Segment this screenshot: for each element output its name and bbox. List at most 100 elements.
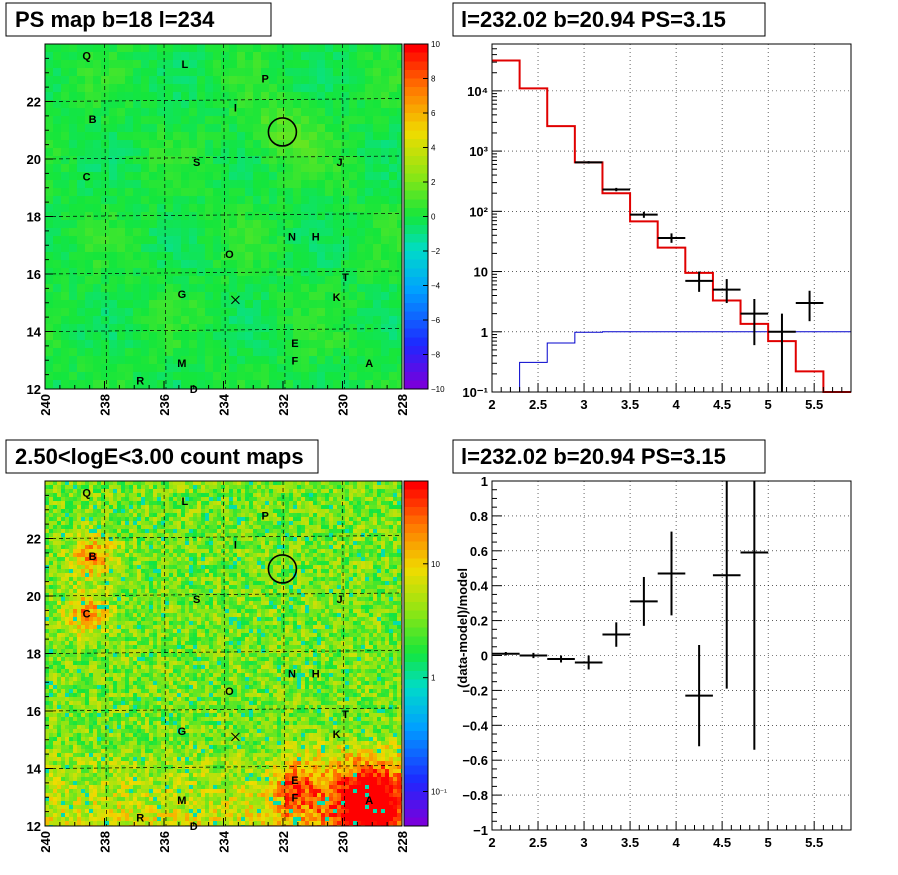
- map-pixel: [77, 529, 81, 533]
- map-pixel: [77, 621, 81, 625]
- map-pixel: [57, 661, 61, 665]
- map-pixel: [105, 485, 109, 489]
- map-pixel: [341, 172, 349, 180]
- map-pixel: [57, 609, 61, 613]
- map-pixel: [113, 605, 117, 609]
- map-pixel: [45, 813, 49, 817]
- map-pixel: [53, 537, 57, 541]
- map-pixel: [57, 681, 61, 685]
- map-pixel: [381, 308, 389, 316]
- map-pixel: [197, 60, 205, 68]
- map-pixel: [117, 629, 121, 633]
- map-pixel: [65, 629, 69, 633]
- map-pixel: [69, 140, 77, 148]
- map-pixel: [117, 108, 125, 116]
- map-pixel: [85, 116, 93, 124]
- map-pixel: [85, 44, 93, 52]
- map-pixel: [285, 300, 293, 308]
- map-pixel: [389, 252, 397, 260]
- map-pixel: [161, 693, 165, 697]
- map-pixel: [85, 497, 89, 501]
- map-pixel: [365, 84, 373, 92]
- map-pixel: [161, 649, 165, 653]
- map-pixel: [205, 52, 213, 60]
- map-pixel: [69, 196, 77, 204]
- map-pixel: [97, 565, 101, 569]
- map-pixel: [113, 761, 117, 765]
- map-pixel: [129, 589, 133, 593]
- map-pixel: [93, 709, 97, 713]
- map-pixel: [141, 681, 145, 685]
- map-pixel: [153, 701, 157, 705]
- map-pixel: [153, 653, 157, 657]
- map-pixel: [125, 260, 133, 268]
- map-pixel: [245, 220, 253, 228]
- map-pixel: [93, 589, 97, 593]
- map-pixel: [73, 549, 77, 553]
- map-pixel: [165, 805, 169, 809]
- map-pixel: [129, 601, 133, 605]
- map-pixel: [69, 525, 73, 529]
- map-pixel: [57, 777, 61, 781]
- map-pixel: [141, 372, 149, 380]
- map-pixel: [81, 485, 85, 489]
- map-pixel: [97, 601, 101, 605]
- map-pixel: [129, 581, 133, 585]
- map-pixel: [153, 597, 157, 601]
- map-pixel: [93, 721, 97, 725]
- map-pixel: [97, 609, 101, 613]
- map-pixel: [69, 116, 77, 124]
- map-pixel: [57, 785, 61, 789]
- map-pixel: [61, 677, 65, 681]
- map-pixel: [89, 653, 93, 657]
- map-pixel: [125, 116, 133, 124]
- map-pixel: [149, 765, 153, 769]
- colorbar-cell: [404, 113, 428, 123]
- map-pixel: [189, 212, 197, 220]
- colorbar-cell: [404, 138, 428, 149]
- map-pixel: [149, 100, 157, 108]
- map-pixel: [105, 577, 109, 581]
- map-pixel: [145, 645, 149, 649]
- map-pixel: [141, 693, 145, 697]
- map-pixel: [57, 557, 61, 561]
- map-pixel: [157, 629, 161, 633]
- map-pixel: [133, 557, 137, 561]
- map-pixel: [85, 148, 93, 156]
- map-pixel: [93, 188, 101, 196]
- map-pixel: [129, 501, 133, 505]
- map-pixel: [309, 156, 317, 164]
- map-pixel: [61, 733, 65, 737]
- map-pixel: [165, 76, 173, 84]
- map-pixel: [97, 593, 101, 597]
- map-pixel: [373, 348, 381, 356]
- map-pixel: [113, 565, 117, 569]
- map-pixel: [165, 501, 169, 505]
- map-pixel: [285, 68, 293, 76]
- map-pixel: [109, 300, 117, 308]
- map-pixel: [157, 709, 161, 713]
- map-pixel: [133, 537, 137, 541]
- map-pixel: [109, 340, 117, 348]
- map-pixel: [65, 637, 69, 641]
- map-pixel: [117, 765, 121, 769]
- map-pixel: [357, 132, 365, 140]
- map-pixel: [93, 380, 101, 388]
- map-pixel: [109, 641, 113, 645]
- map-pixel: [53, 180, 61, 188]
- map-pixel: [141, 196, 149, 204]
- map-pixel: [53, 669, 57, 673]
- map-pixel: [293, 308, 301, 316]
- map-pixel: [153, 549, 157, 553]
- map-pixel: [133, 509, 137, 513]
- map-pixel: [45, 585, 49, 589]
- map-pixel: [69, 709, 73, 713]
- map-pixel: [165, 68, 173, 76]
- map-pixel: [189, 292, 197, 300]
- map-pixel: [153, 629, 157, 633]
- map-pixel: [137, 549, 141, 553]
- map-pixel: [333, 316, 341, 324]
- map-pixel: [157, 729, 161, 733]
- map-pixel: [169, 489, 173, 493]
- map-pixel: [97, 557, 101, 561]
